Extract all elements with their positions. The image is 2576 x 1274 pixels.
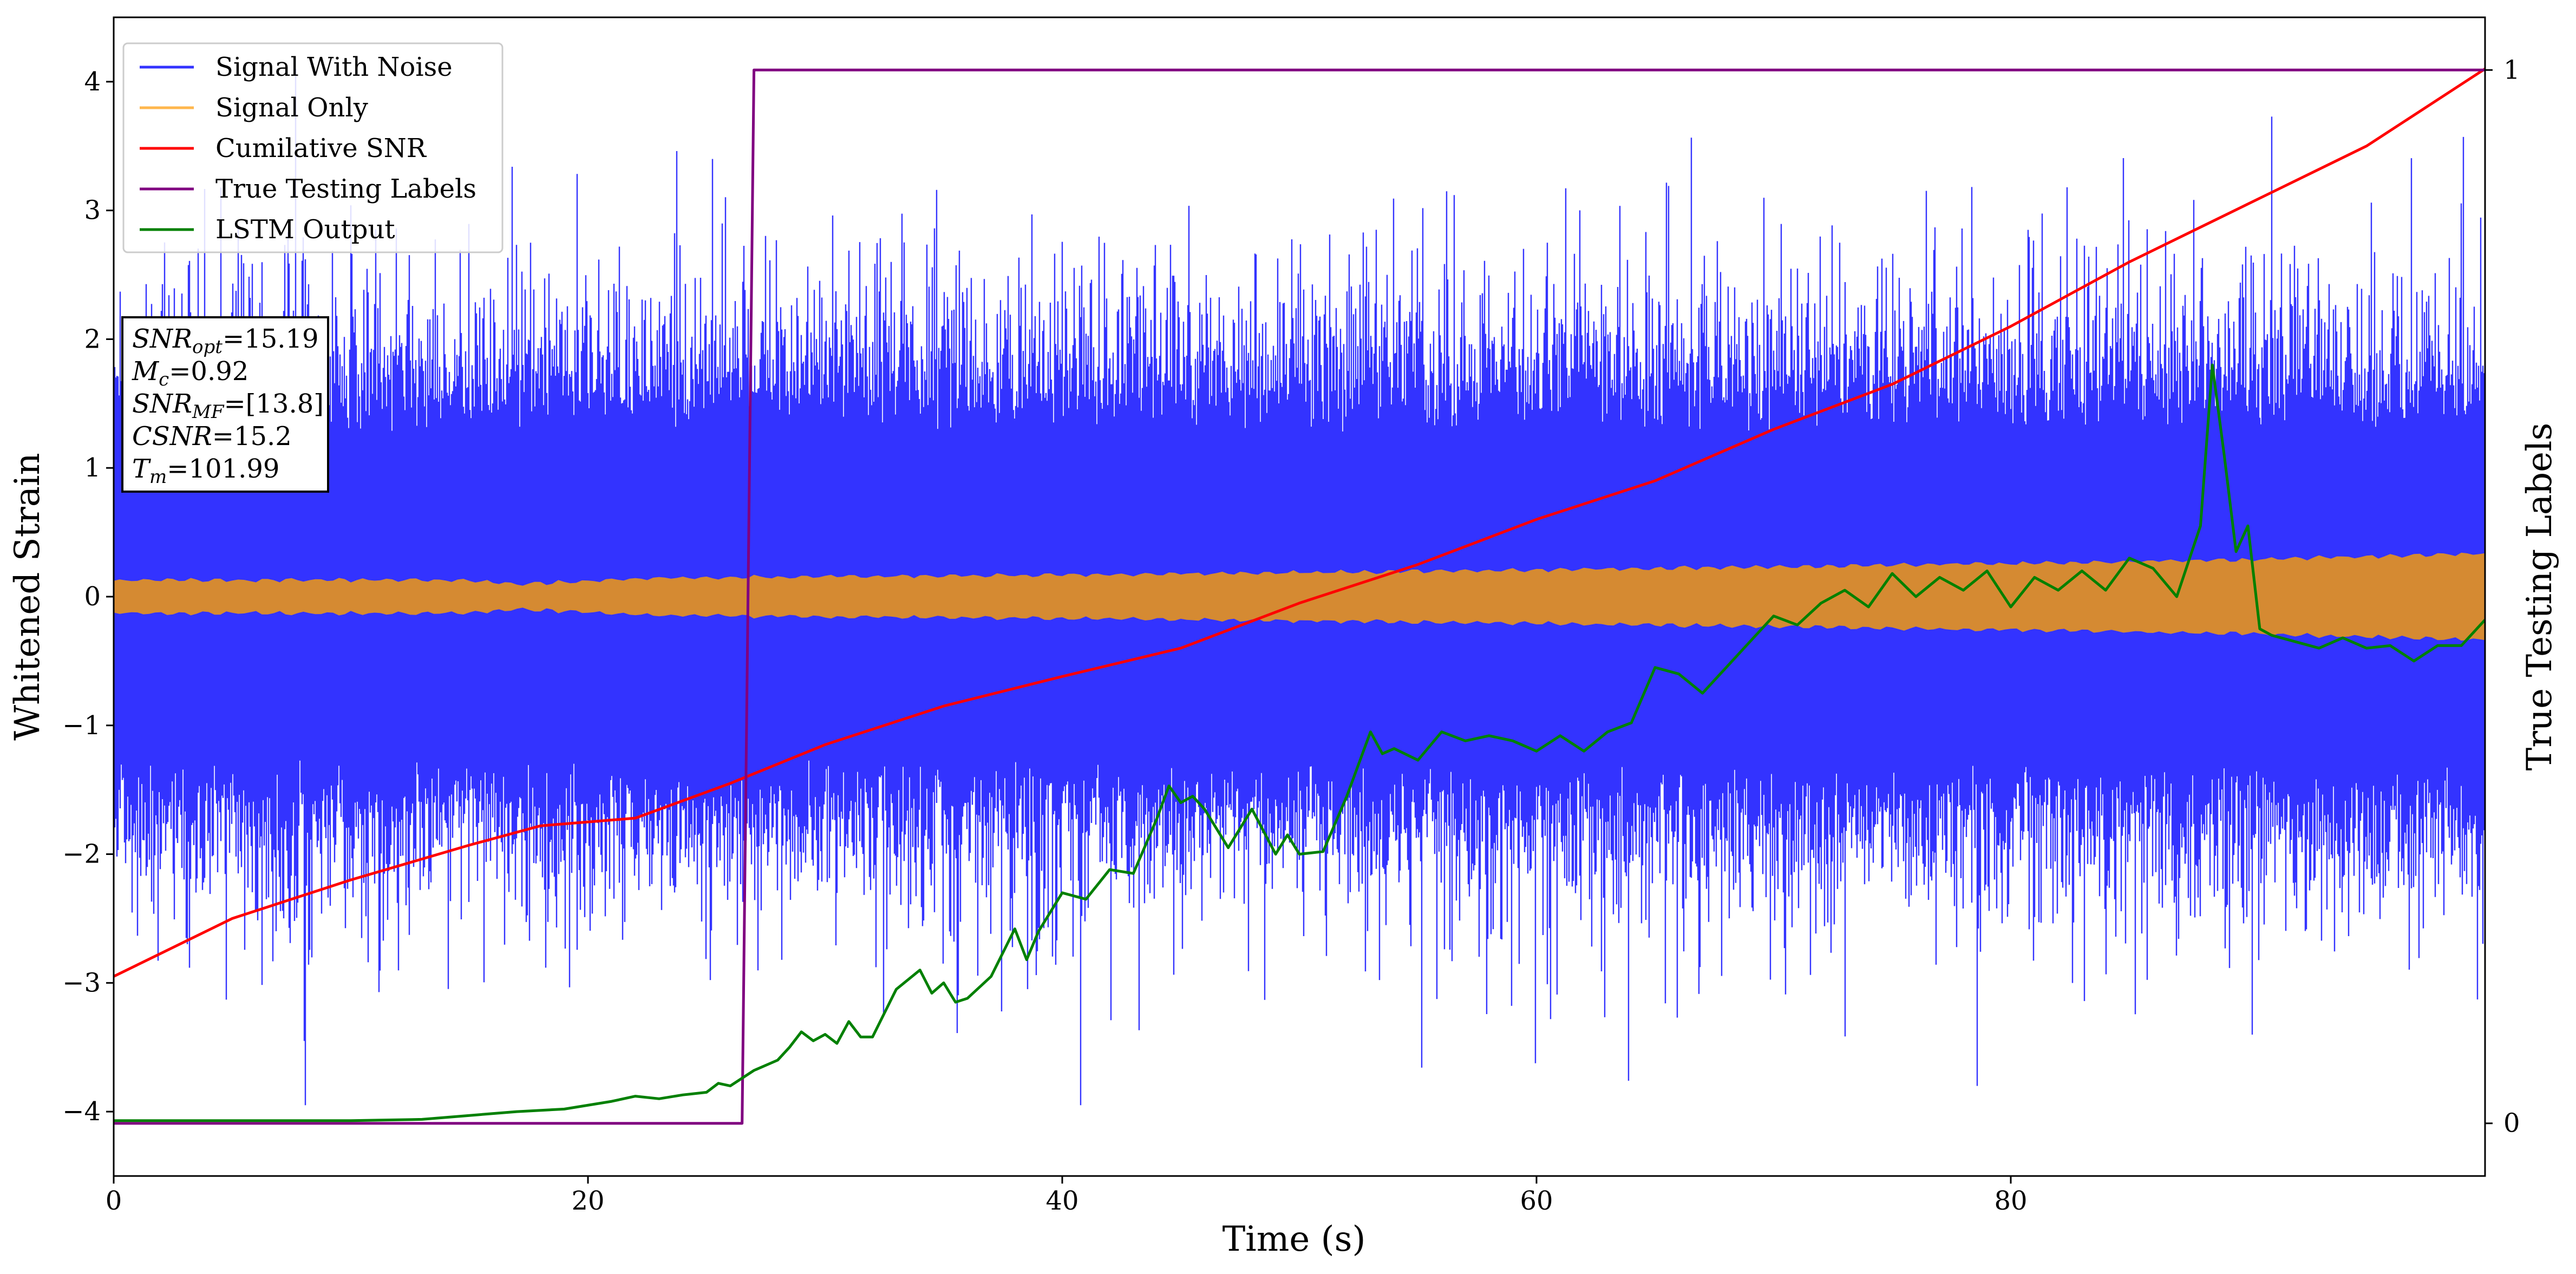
annotation-line: CSNR=15.2: [132, 421, 292, 452]
x-tick-label: 60: [1520, 1186, 1553, 1216]
annotation-subscript: m: [149, 466, 167, 488]
y-tick-label: 1: [84, 453, 101, 483]
x-axis: 0 20 40 60 80: [106, 1176, 2028, 1216]
true-testing-labels-line: [114, 68, 2485, 1125]
legend-entry-cumilative-snr: Cumilative SNR: [140, 133, 427, 164]
annotation-value: =15.19: [223, 324, 319, 354]
y-tick-label: −4: [62, 1096, 101, 1127]
y-tick-label: 4: [84, 67, 101, 97]
legend-label: True Testing Labels: [215, 174, 476, 204]
y-axis-right: 01: [2485, 55, 2520, 1139]
legend-entry-lstm-output: LSTM Output: [140, 214, 395, 245]
annotation-symbol: M: [132, 356, 160, 387]
plot-area: [114, 68, 2485, 1125]
y2-tick-label: 0: [2503, 1108, 2520, 1139]
series-lines: [114, 68, 2485, 1125]
legend-entry-true-testing-labels: True Testing Labels: [140, 174, 476, 204]
annotation-symbol: SNR: [132, 389, 192, 419]
annotation-subscript: MF: [192, 401, 225, 423]
legend-label: Signal With Noise: [215, 52, 453, 82]
annotation-subscript: opt: [192, 336, 223, 358]
x-tick-label: 0: [106, 1186, 122, 1216]
legend-label: LSTM Output: [215, 214, 395, 245]
annotation-value: =15.2: [212, 421, 292, 452]
y2-tick-label: 1: [2503, 55, 2520, 85]
annotation-symbol: SNR: [132, 324, 192, 354]
annotation-line: SNRopt=15.19: [132, 324, 319, 358]
y-tick-label: −3: [62, 968, 101, 998]
annotation-line: Mc=0.92: [132, 356, 249, 390]
y-tick-label: 2: [84, 324, 101, 354]
x-tick-label: 80: [1994, 1186, 2027, 1216]
legend-entry-signal-with-noise: Signal With Noise: [140, 52, 453, 82]
y-tick-label: 0: [84, 582, 101, 612]
annotation-line: Tm=101.99: [132, 454, 279, 488]
legend-box: [122, 42, 504, 253]
cumilative-snr-line: [114, 68, 2485, 978]
annotation-symbol: CSNR: [132, 421, 212, 452]
annotation-symbol: T: [132, 454, 151, 484]
y-axis-label: Whitened Strain: [8, 453, 48, 740]
y-tick-label: −1: [62, 710, 101, 741]
y2-axis-label: True Testing Labels: [2520, 423, 2560, 771]
y-tick-label: −2: [62, 839, 101, 870]
annotation-frame: [121, 316, 329, 493]
annotation-value: =101.99: [167, 454, 279, 484]
legend-label: Cumilative SNR: [215, 133, 427, 164]
annotation-box: SNRopt=15.19Mc=0.92SNRMF=[13.8]CSNR=15.2…: [121, 316, 329, 493]
y-axis-left: −4 −3 −2 −1 0 1 2 3 4: [62, 67, 114, 1127]
x-tick-label: 20: [571, 1186, 604, 1216]
x-axis-label: Time (s): [1222, 1219, 1366, 1259]
annotation-value: =0.92: [169, 356, 249, 387]
lstm-output-line: [114, 363, 2485, 1122]
legend: Signal With Noise Signal Only Cumilative S…: [122, 42, 504, 253]
annotation-subscript: c: [159, 369, 169, 390]
legend-entry-signal-only: Signal Only: [140, 93, 368, 123]
annotation-value: =[13.8]: [224, 389, 324, 419]
x-tick-label: 40: [1045, 1186, 1078, 1216]
legend-label: Signal Only: [215, 93, 368, 123]
annotation-line: SNRMF=[13.8]: [132, 389, 324, 423]
y-tick-label: 3: [84, 195, 101, 226]
